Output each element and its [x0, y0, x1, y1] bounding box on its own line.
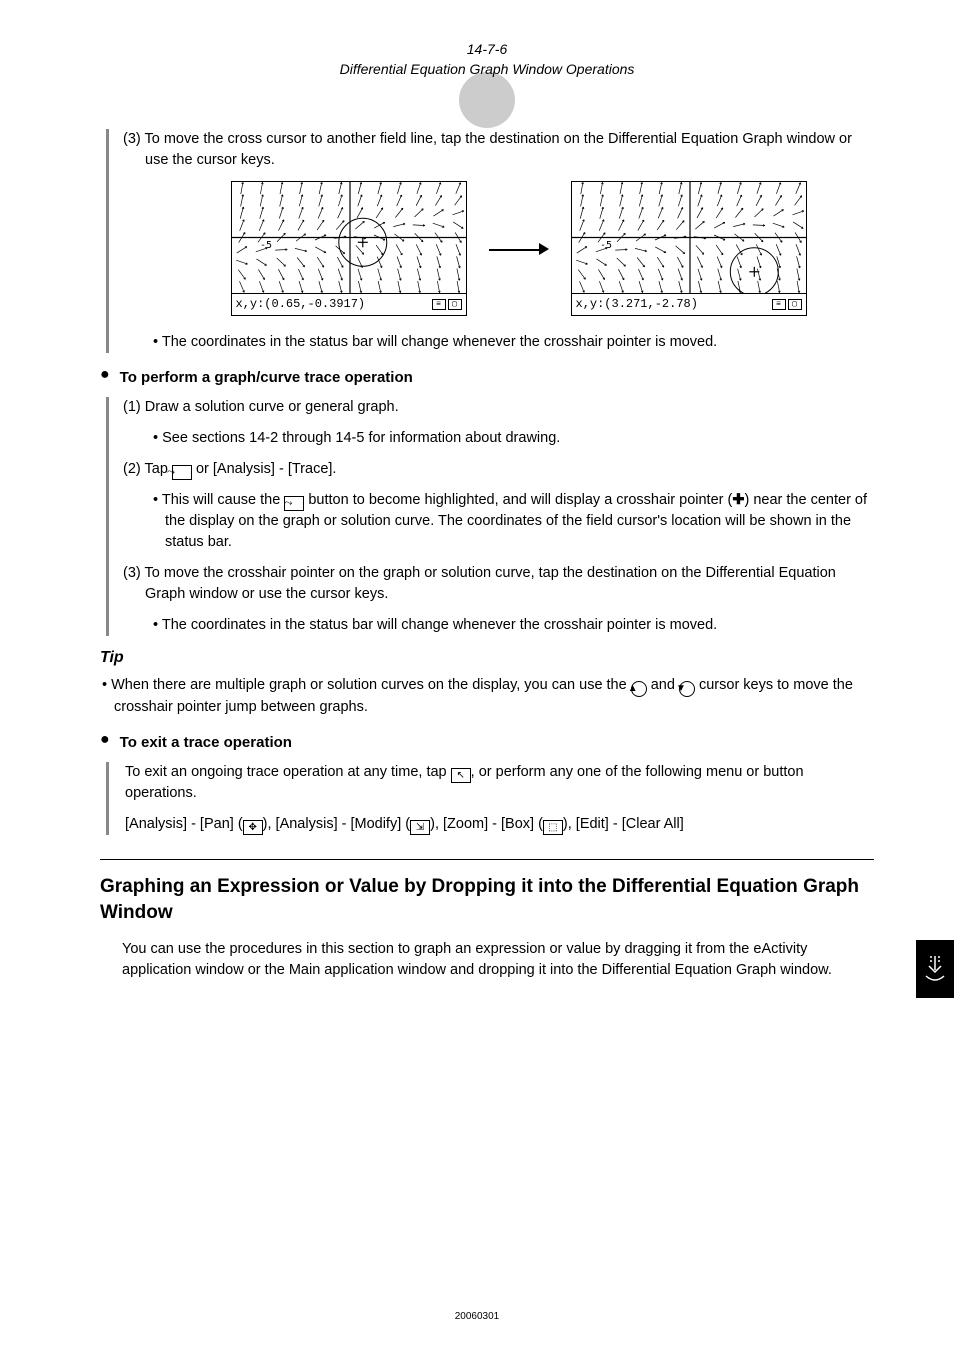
- graph-comparison-row: -5 x,y:(0.65,-0.3917) ≡ ▢: [163, 181, 874, 316]
- exit-p2a: [Analysis] - [Pan] (: [125, 816, 243, 832]
- graph-left-coords: x,y:(0.65,-0.3917): [236, 296, 366, 313]
- trace-step2-sub: This will cause the ⤳ button to become h…: [165, 490, 874, 553]
- tip-heading: Tip: [100, 646, 874, 669]
- page-title: Differential Equation Graph Window Opera…: [100, 60, 874, 80]
- doc-icon: ▢: [788, 299, 802, 310]
- exit-p2b: ), [Analysis] - [Modify] (: [263, 816, 410, 832]
- t2b: button to become highlighted, and will d…: [304, 492, 732, 508]
- exit-p2c: ), [Zoom] - [Box] (: [430, 816, 543, 832]
- trace-step3: (3) To move the crosshair pointer on the…: [145, 563, 874, 605]
- trace-icon: ⤳: [172, 465, 192, 480]
- h2-paragraph: You can use the procedures in this secti…: [122, 939, 874, 981]
- cursor-up-icon: ▲: [631, 681, 647, 697]
- trace-step3-text: To move the crosshair pointer on the gra…: [145, 565, 836, 602]
- step-3-label: (3): [123, 131, 141, 147]
- x-tick-label-r: -5: [600, 240, 612, 251]
- exit-p2d: ), [Edit] - [Clear All]: [563, 816, 684, 832]
- step-3: (3) To move the cross cursor to another …: [145, 129, 874, 171]
- box-zoom-icon: ⬚: [543, 820, 563, 835]
- graph-right-plot: -5: [572, 182, 806, 293]
- t2a: This will cause the: [162, 492, 285, 508]
- graph-right-svg: -5: [572, 182, 806, 293]
- section-trace-title: To perform a graph/curve trace operation: [120, 367, 413, 389]
- page-number: 14-7-6: [100, 40, 874, 60]
- trace-step1-sub: See sections 14-2 through 14-5 for infor…: [165, 428, 874, 449]
- trace-step2: (2) Tap ⤳ or [Analysis] - [Trace].: [145, 459, 874, 480]
- section-trace-heading: ● To perform a graph/curve trace operati…: [100, 367, 874, 389]
- cursor-down-icon: ▼: [679, 681, 695, 697]
- header-circle-decor: [459, 72, 515, 128]
- status-icons-r: ≡ ▢: [772, 299, 802, 310]
- graph-left-plot: -5: [232, 182, 466, 293]
- graph-right-coords: x,y:(3.271,-2.78): [576, 296, 698, 313]
- trace-icon: ⤳: [284, 496, 304, 511]
- graph-right-statusbar: x,y:(3.271,-2.78) ≡ ▢: [572, 293, 806, 315]
- x-tick-label: -5: [260, 240, 272, 251]
- exit-p1: To exit an ongoing trace operation at an…: [125, 762, 874, 804]
- bullet-dot: ●: [100, 367, 110, 389]
- step3-sub-bullet: The coordinates in the status bar will c…: [165, 332, 874, 353]
- section-divider: [100, 859, 874, 860]
- footer-date: 20060301: [0, 1311, 954, 1322]
- tip-body: When there are multiple graph or solutio…: [114, 675, 874, 718]
- trace-step1-label: (1): [123, 399, 141, 415]
- graph-right: -5 x,y:(3.271,-2.78) ≡ ▢: [571, 181, 807, 316]
- trace-step3-sub: The coordinates in the status bar will c…: [165, 615, 874, 636]
- section-exit-body: To exit an ongoing trace operation at an…: [106, 762, 874, 835]
- trace-step1-text: Draw a solution curve or general graph.: [145, 399, 399, 415]
- crosshair-icon: ✚: [732, 492, 744, 508]
- pointer-esc-icon: ↖: [451, 768, 471, 783]
- battery-icon: ≡: [772, 299, 786, 310]
- exit-p2: [Analysis] - [Pan] (✥), [Analysis] - [Mo…: [125, 814, 874, 835]
- tip-b: and: [647, 677, 679, 693]
- trace-step3-label: (3): [123, 565, 141, 581]
- trace-step2-label: (2): [123, 461, 141, 477]
- modify-icon: ⇲: [410, 820, 430, 835]
- arrow-between-icon: [489, 248, 549, 250]
- body-column: (3) To move the cross cursor to another …: [100, 129, 874, 981]
- download-icon: [923, 954, 947, 984]
- section-trace-body: (1) Draw a solution curve or general gra…: [106, 397, 874, 636]
- h2-drop-expression: Graphing an Expression or Value by Dropp…: [100, 874, 874, 925]
- trace-step1: (1) Draw a solution curve or general gra…: [145, 397, 874, 418]
- graph-left: -5 x,y:(0.65,-0.3917) ≡ ▢: [231, 181, 467, 316]
- graph-left-statusbar: x,y:(0.65,-0.3917) ≡ ▢: [232, 293, 466, 315]
- bullet-dot: ●: [100, 732, 110, 754]
- tip-a: When there are multiple graph or solutio…: [111, 677, 631, 693]
- section-exit-heading: ● To exit a trace operation: [100, 732, 874, 754]
- doc-icon: ▢: [448, 299, 462, 310]
- exit-p1a: To exit an ongoing trace operation at an…: [125, 764, 451, 780]
- battery-icon: ≡: [432, 299, 446, 310]
- trace-step2-b: or [Analysis] - [Trace].: [192, 461, 337, 477]
- side-tab-icon: [916, 940, 954, 998]
- pan-icon: ✥: [243, 820, 263, 835]
- status-icons: ≡ ▢: [432, 299, 462, 310]
- page-header: 14-7-6 Differential Equation Graph Windo…: [100, 40, 874, 79]
- step-3-block: (3) To move the cross cursor to another …: [106, 129, 874, 353]
- graph-left-svg: -5: [232, 182, 466, 293]
- section-exit-title: To exit a trace operation: [120, 732, 292, 754]
- step-3-text: To move the cross cursor to another fiel…: [145, 131, 852, 168]
